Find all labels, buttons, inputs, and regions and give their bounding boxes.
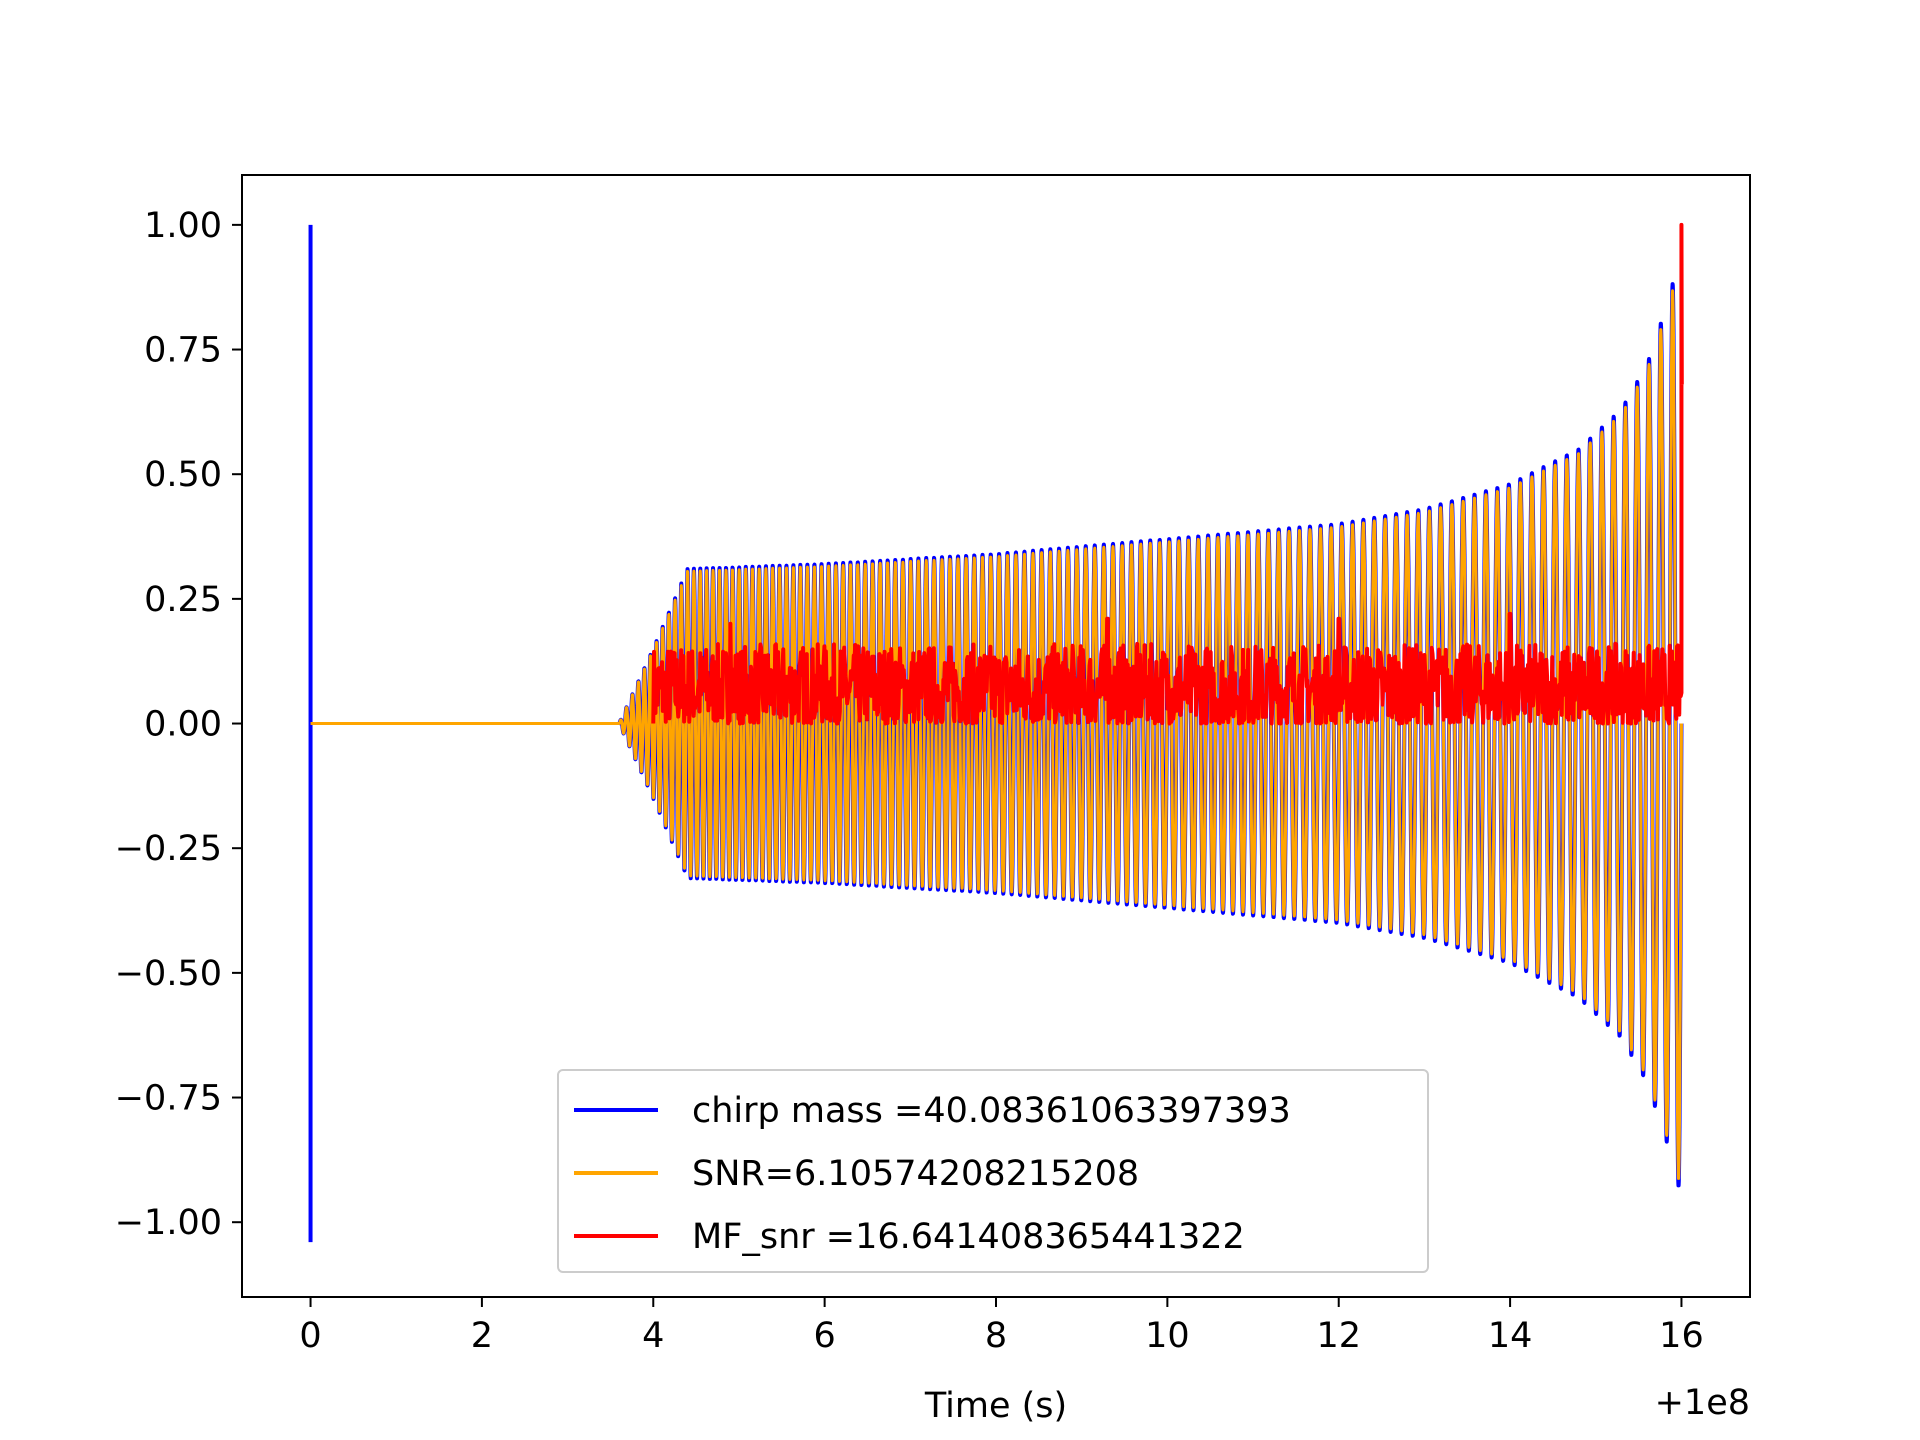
- y-tick-label: 0.75: [144, 331, 222, 371]
- series-mf-snr-line: [651, 222, 1684, 726]
- legend-label: MF_snr =16.641408365441322: [692, 1217, 1245, 1257]
- x-axis: 0 2 4 6 8 10 12 14 16: [299, 1297, 1704, 1356]
- y-axis: 1.00 0.75 0.50 0.25 0.00 −0.25 −0.50 −0.75 −1.00: [115, 206, 242, 1243]
- x-tick-label: 4: [642, 1316, 664, 1356]
- y-tick-label: 0.00: [144, 705, 222, 745]
- y-tick-label: −0.50: [115, 954, 222, 994]
- x-axis-label: Time (s): [924, 1386, 1067, 1426]
- legend-box: [557, 1069, 1429, 1273]
- series-snr-line: [310, 289, 1683, 1180]
- x-tick-label: 14: [1488, 1316, 1533, 1356]
- x-tick-label: 10: [1145, 1316, 1190, 1356]
- y-tick-label: −0.25: [115, 829, 222, 869]
- legend-label: chirp mass =40.08361063397393: [692, 1091, 1291, 1131]
- y-tick-label: −1.00: [115, 1203, 222, 1243]
- x-tick-label: 0: [299, 1316, 321, 1356]
- legend-label: SNR=6.10574208215208: [692, 1154, 1139, 1194]
- y-tick-label: −0.75: [115, 1079, 222, 1119]
- y-tick-label: 1.00: [144, 206, 222, 246]
- y-tick-label: 0.50: [144, 455, 222, 495]
- x-offset-label: +1e8: [1655, 1383, 1750, 1423]
- x-tick-label: 6: [813, 1316, 835, 1356]
- x-tick-label: 16: [1659, 1316, 1704, 1356]
- legend: chirp mass =40.08361063397393 SNR=6.10574…: [557, 1069, 1429, 1273]
- plot-area: [308, 222, 1684, 1243]
- x-tick-label: 8: [985, 1316, 1007, 1356]
- x-tick-label: 12: [1316, 1316, 1361, 1356]
- x-tick-label: 2: [471, 1316, 493, 1356]
- y-tick-label: 0.25: [144, 580, 222, 620]
